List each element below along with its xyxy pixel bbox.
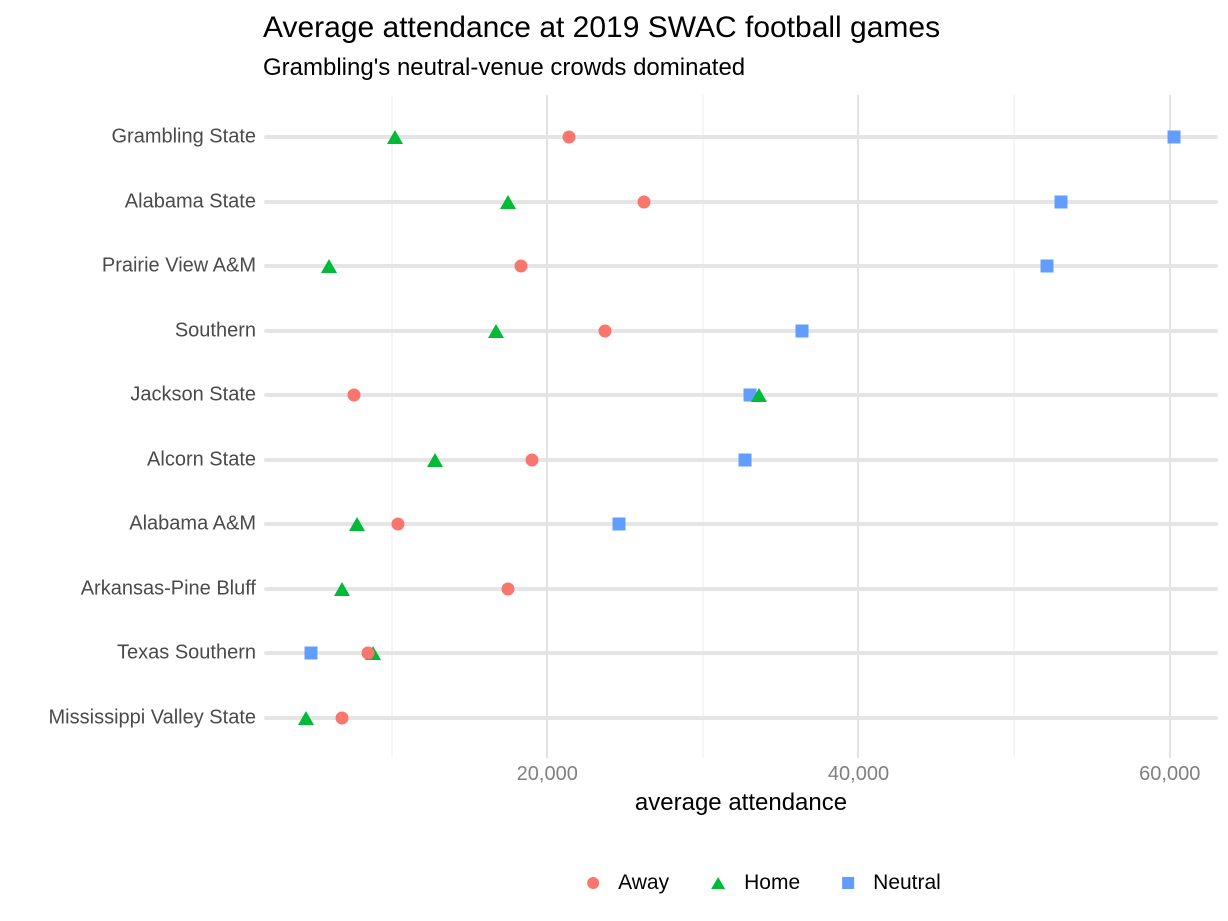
category-row-line	[264, 135, 1218, 139]
data-point-home	[427, 452, 444, 467]
legend-item-away: Away	[587, 871, 669, 895]
category-row-line	[264, 393, 1218, 398]
data-point-home	[298, 711, 315, 726]
category-row-line	[264, 586, 1218, 591]
data-point-home	[500, 194, 517, 209]
data-point-neutral	[304, 646, 318, 660]
legend: Away Home Neutral	[587, 871, 941, 895]
y-axis-label: Southern	[174, 319, 256, 342]
gridline-minor	[391, 95, 393, 758]
data-point-neutral	[1040, 259, 1054, 273]
neutral-square-icon	[842, 877, 855, 889]
legend-label: Home	[744, 871, 801, 894]
chart-title: Average attendance at 2019 SWAC football…	[263, 11, 941, 44]
category-row-line	[264, 522, 1218, 527]
plot-area	[264, 95, 1218, 758]
y-axis-label: Alcorn State	[147, 448, 256, 471]
category-row-line	[264, 651, 1218, 656]
data-point-away	[347, 388, 361, 402]
gridline-minor	[702, 95, 704, 758]
chart-subtitle: Grambling's neutral-venue crowds dominat…	[263, 54, 746, 81]
y-axis-label: Mississippi Valley State	[48, 706, 256, 729]
away-circle-icon	[587, 877, 600, 889]
y-axis-label: Texas Southern	[117, 641, 256, 664]
gridline-major	[546, 95, 549, 758]
data-point-home	[349, 517, 366, 532]
data-point-away	[361, 646, 375, 660]
gridline-major	[857, 95, 860, 758]
data-point-away	[598, 324, 612, 338]
data-point-neutral	[612, 517, 626, 531]
home-triangle-icon	[711, 877, 726, 889]
y-axis-label: Grambling State	[111, 125, 256, 148]
x-axis-tick-label: 40,000	[827, 763, 890, 785]
data-point-away	[514, 259, 528, 273]
legend-label: Away	[618, 871, 670, 894]
category-row-line	[264, 716, 1218, 721]
x-axis-tick-label: 20,000	[516, 763, 578, 785]
data-point-away	[637, 195, 651, 209]
data-point-neutral	[1167, 130, 1181, 144]
category-row-line	[264, 328, 1218, 333]
data-point-neutral	[795, 324, 809, 338]
category-row-line	[264, 199, 1218, 204]
data-point-away	[391, 517, 405, 531]
data-point-away	[501, 582, 515, 596]
y-axis-label: Jackson State	[130, 383, 256, 406]
data-point-home	[386, 130, 403, 144]
legend-item-neutral: Neutral	[842, 871, 941, 895]
y-axis-label: Arkansas-Pine Bluff	[80, 577, 256, 600]
data-point-home	[487, 323, 504, 338]
y-axis-label: Prairie View A&M	[101, 254, 256, 277]
data-point-home	[333, 581, 350, 596]
y-axis-label: Alabama State	[124, 190, 256, 213]
category-row-line	[264, 264, 1218, 269]
y-axis-label: Alabama A&M	[129, 512, 256, 535]
data-point-away	[562, 130, 576, 144]
data-point-away	[335, 711, 349, 725]
data-point-home	[750, 388, 767, 403]
data-point-neutral	[738, 453, 752, 467]
data-point-home	[321, 259, 338, 274]
gridline-minor	[1013, 95, 1015, 758]
x-axis-tick-label: 60,000	[1139, 763, 1201, 785]
x-axis-title: average attendance	[634, 789, 848, 816]
legend-label: Neutral	[873, 871, 941, 894]
legend-item-home: Home	[711, 871, 800, 895]
gridline-major	[1168, 95, 1171, 758]
data-point-neutral	[1054, 195, 1068, 209]
data-point-away	[525, 453, 539, 467]
